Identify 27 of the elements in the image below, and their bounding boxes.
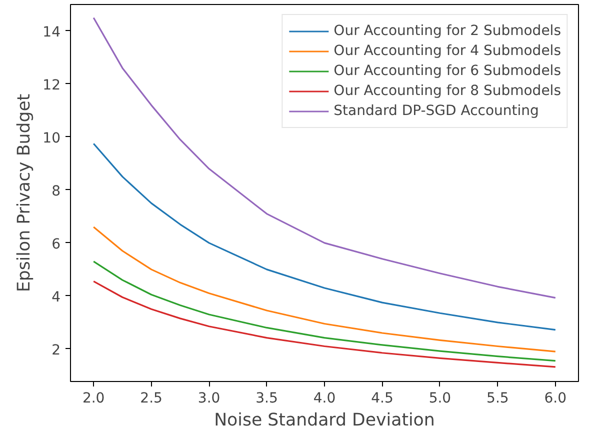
x-tick-label: 4.0 bbox=[313, 390, 336, 406]
x-tick-label: 2.0 bbox=[82, 390, 105, 406]
x-tick-label: 4.5 bbox=[371, 390, 394, 406]
line-series bbox=[92, 260, 556, 362]
y-tick-label: 2 bbox=[52, 342, 61, 358]
x-axis-title: Noise Standard Deviation bbox=[214, 410, 435, 430]
line-series bbox=[92, 280, 556, 368]
y-tick-label: 12 bbox=[42, 77, 61, 94]
y-tick-label: 6 bbox=[52, 236, 61, 252]
line-series bbox=[92, 226, 556, 352]
legend-label: Our Accounting for 2 Submodels bbox=[334, 23, 561, 39]
x-tick-label: 5.5 bbox=[486, 390, 509, 406]
x-tick-label: 3.0 bbox=[198, 390, 220, 406]
y-tick-label: 10 bbox=[42, 130, 61, 146]
x-tick-label: 2.5 bbox=[140, 390, 162, 406]
y-tick-label: 4 bbox=[52, 289, 61, 306]
legend-label: Our Accounting for 6 Submodels bbox=[334, 63, 561, 79]
y-tick-label: 8 bbox=[52, 183, 61, 200]
line-series bbox=[92, 142, 556, 331]
x-tick-label: 3.5 bbox=[256, 390, 278, 406]
legend-label: Our Accounting for 4 Submodels bbox=[334, 43, 561, 59]
y-axis-title: Epsilon Privacy Budget bbox=[14, 94, 35, 292]
legend-label: Our Accounting for 8 Submodels bbox=[334, 83, 561, 99]
x-tick-label: 5.0 bbox=[428, 390, 452, 406]
legend-label: Standard DP-SGD Accounting bbox=[334, 103, 539, 119]
y-tick-label: 14 bbox=[42, 24, 61, 40]
x-tick-label: 6.0 bbox=[544, 390, 567, 406]
